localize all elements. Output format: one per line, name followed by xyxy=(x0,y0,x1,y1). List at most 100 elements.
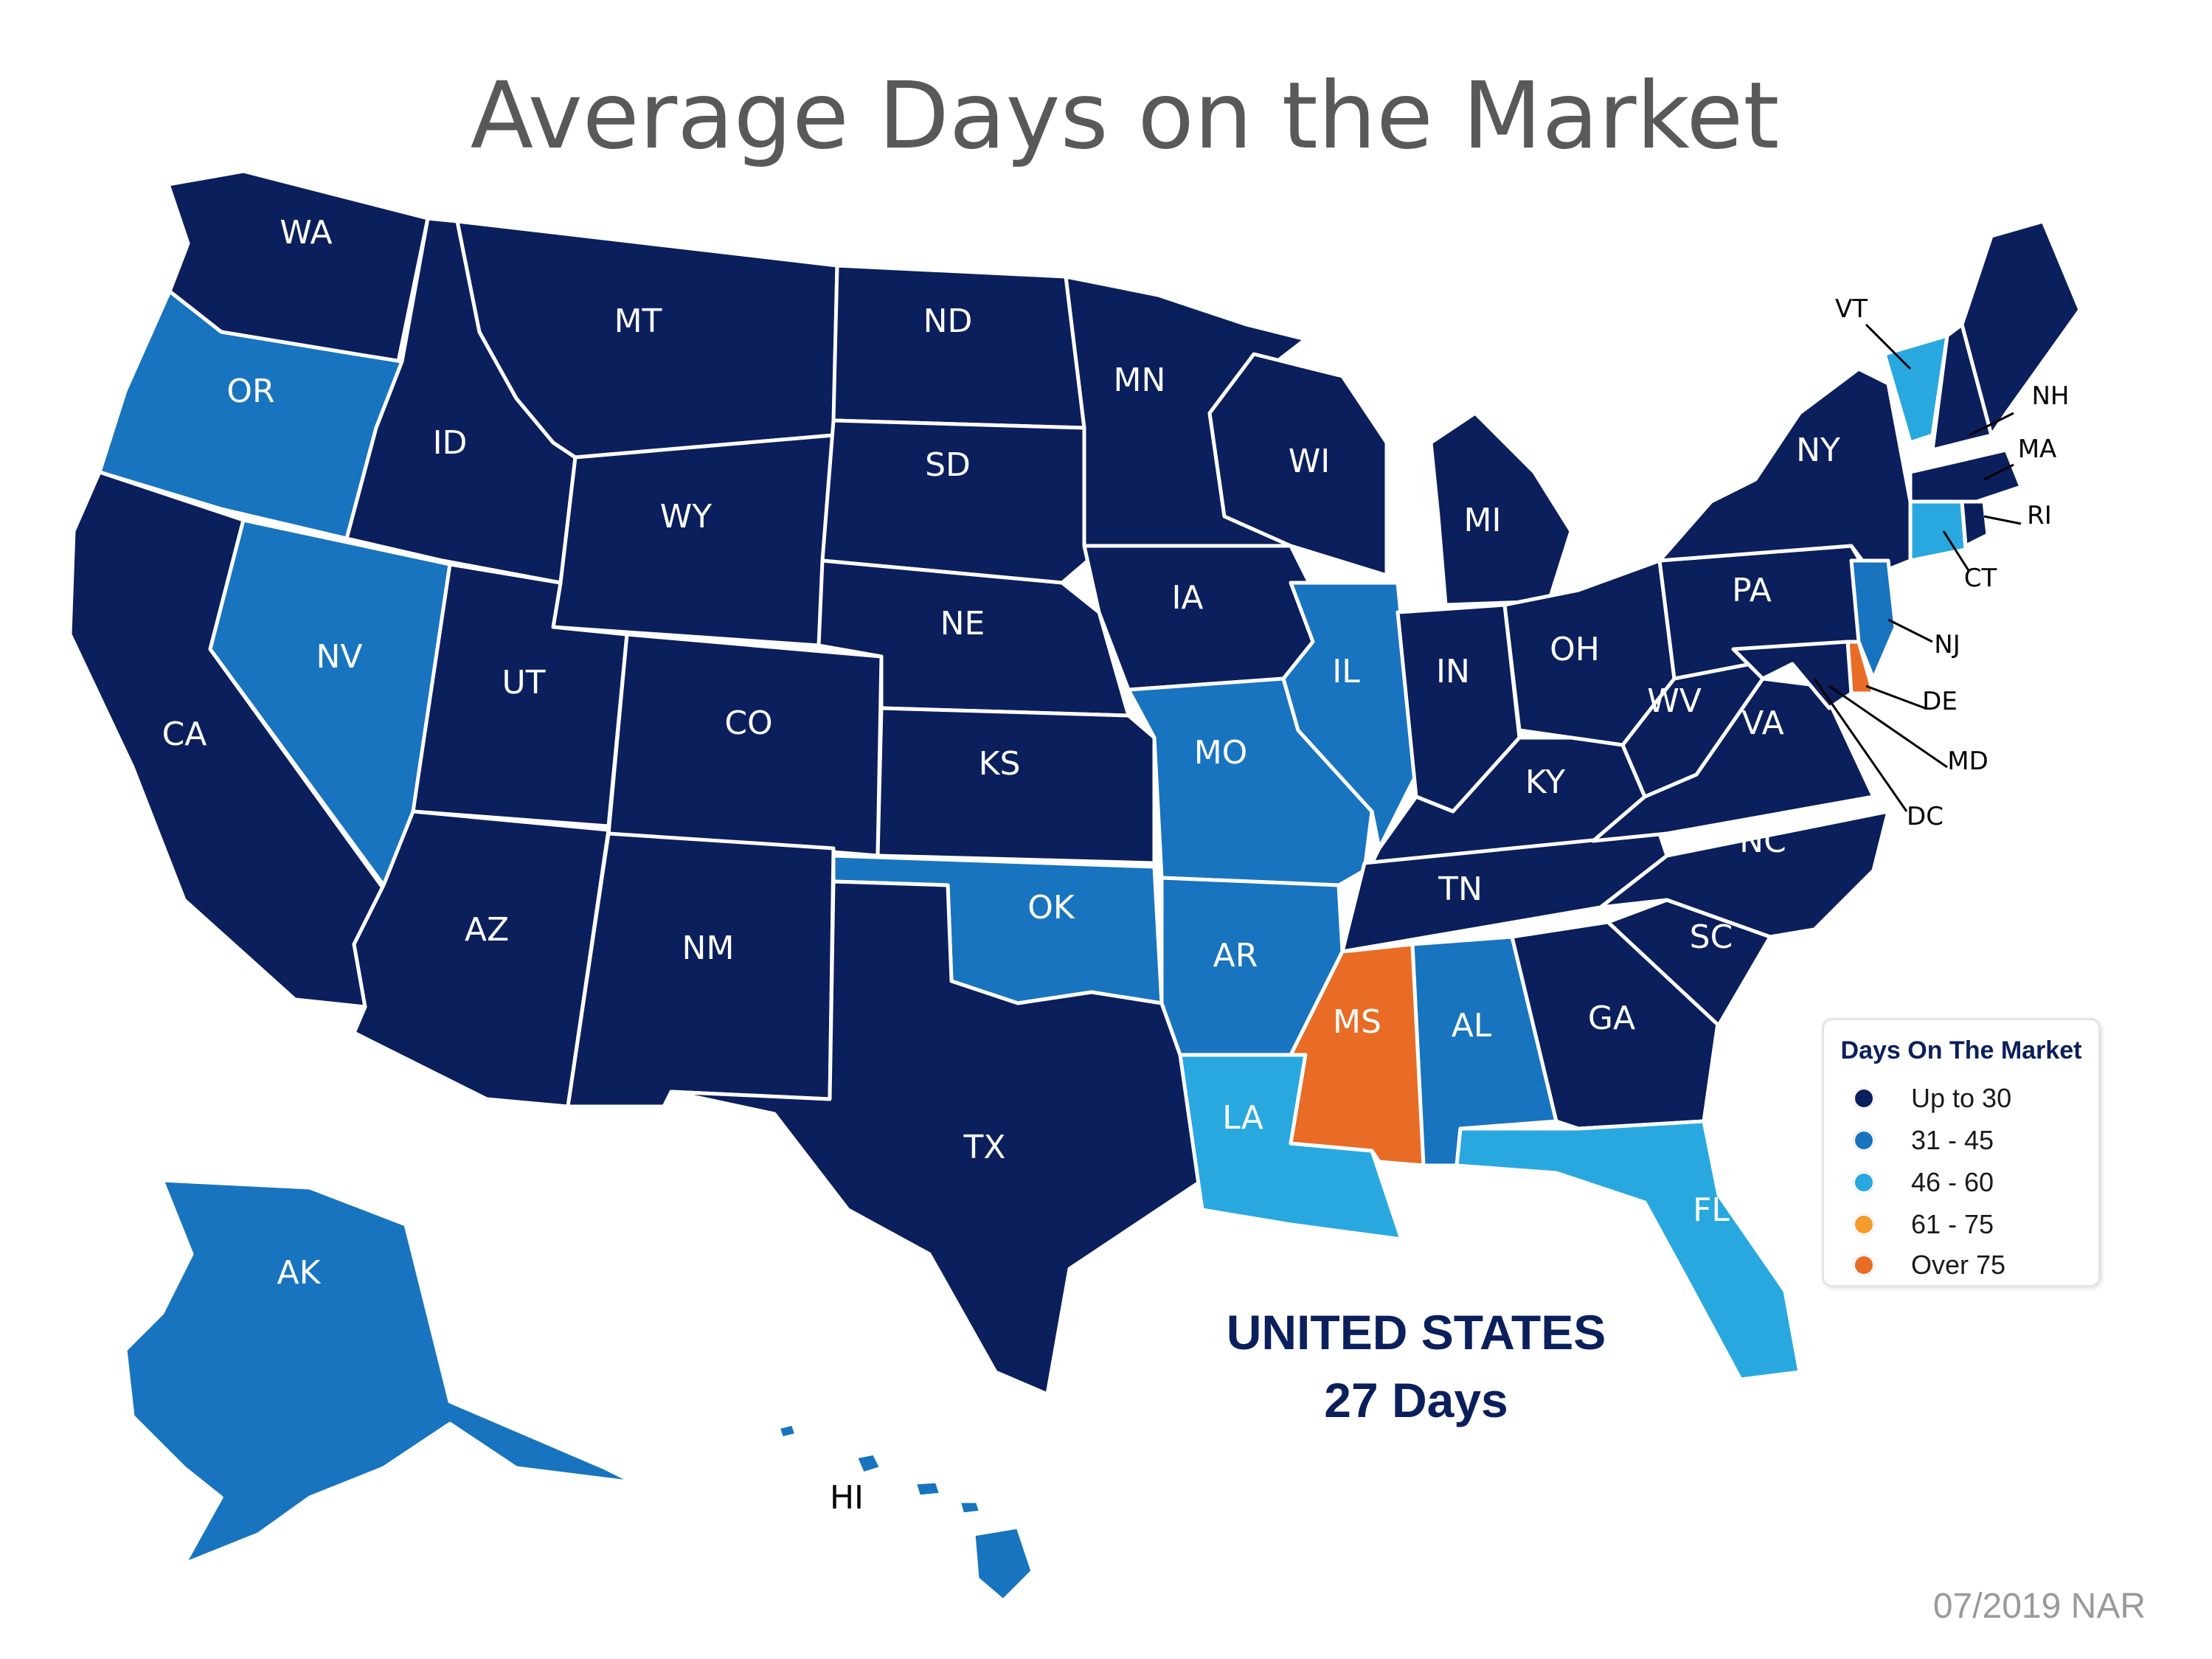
leader-ri xyxy=(1983,515,2022,525)
state-label-wa: WA xyxy=(280,214,332,252)
state-me[interactable] xyxy=(1960,219,2082,437)
state-ia[interactable] xyxy=(1082,544,1315,692)
state-fl[interactable] xyxy=(1455,1119,1802,1382)
state-label-mn: MN xyxy=(1114,361,1166,399)
state-label-wv: WV xyxy=(1647,682,1702,720)
state-label-nc: NC xyxy=(1739,822,1786,860)
state-label-wy: WY xyxy=(660,498,713,536)
state-label-vt: VT xyxy=(1835,294,1868,324)
state-label-il: IL xyxy=(1332,653,1360,690)
legend: Days On The Market Up to 30 31 - 45 46 -… xyxy=(1822,1018,2101,1287)
legend-label: 46 - 60 xyxy=(1911,1167,1994,1197)
state-label-nv: NV xyxy=(316,638,362,676)
summary-region: UNITED STATES xyxy=(1226,1305,1606,1360)
state-label-ak: AK xyxy=(277,1254,322,1292)
state-ny[interactable] xyxy=(1657,367,1913,578)
legend-item: 61 - 75 xyxy=(1854,1205,2090,1244)
legend-item: Up to 30 xyxy=(1854,1079,2090,1118)
state-nd[interactable] xyxy=(831,263,1086,430)
state-label-in: IN xyxy=(1436,653,1470,690)
state-label-ne: NE xyxy=(940,605,985,643)
state-label-ks: KS xyxy=(979,745,1021,783)
legend-item: Over 75 xyxy=(1854,1246,2090,1284)
state-ri[interactable] xyxy=(1960,499,1990,548)
state-label-mi: MI xyxy=(1464,502,1502,539)
state-label-nd: ND xyxy=(923,302,973,340)
state-label-sd: SD xyxy=(925,446,971,484)
state-label-fl: FL xyxy=(1693,1191,1730,1229)
state-labels: WA OR CA ID NV MT WY UT AZ CO NM ND SD NE KS OK TX MN IA MO… xyxy=(162,214,2070,1517)
state-label-ut: UT xyxy=(502,664,545,702)
state-co[interactable] xyxy=(606,632,884,858)
state-nm[interactable] xyxy=(566,831,836,1109)
leader-de xyxy=(1865,685,1926,710)
state-label-ca: CA xyxy=(162,716,207,753)
state-label-ga: GA xyxy=(1588,1000,1635,1037)
state-label-or: OR xyxy=(226,373,274,410)
legend-swatch-up-to-30 xyxy=(1854,1088,1874,1109)
state-label-va: VA xyxy=(1741,704,1783,742)
state-label-wi: WI xyxy=(1289,443,1330,480)
state-sd[interactable] xyxy=(820,418,1090,585)
source-note: 07/2019 NAR xyxy=(1932,1587,2146,1626)
legend-swatch-46-60 xyxy=(1854,1172,1874,1193)
state-nc[interactable] xyxy=(1598,809,1890,939)
state-label-ar: AR xyxy=(1213,937,1258,974)
leader-md xyxy=(1828,685,1948,769)
legend-item: 31 - 45 xyxy=(1854,1121,2090,1160)
state-label-de: DE xyxy=(1922,687,1958,716)
leader-ma xyxy=(1983,463,2014,481)
leader-nj xyxy=(1887,618,1933,643)
legend-label: 61 - 75 xyxy=(1911,1209,1994,1239)
state-label-oh: OH xyxy=(1550,631,1600,668)
state-md[interactable] xyxy=(1731,640,1854,710)
legend-title: Days On The Market xyxy=(1840,1036,2082,1064)
state-tx[interactable] xyxy=(669,879,1204,1396)
state-label-ms: MS xyxy=(1333,1003,1381,1041)
state-ak[interactable] xyxy=(123,1178,637,1566)
state-label-sc: SC xyxy=(1690,918,1733,956)
state-label-id: ID xyxy=(433,424,468,462)
state-label-ia: IA xyxy=(1171,579,1203,617)
state-ma[interactable] xyxy=(1908,448,2023,504)
leader-ct xyxy=(1942,530,1971,572)
state-label-ct: CT xyxy=(1964,564,1997,593)
state-wi[interactable] xyxy=(1207,352,1389,578)
state-label-ny: NY xyxy=(1796,432,1840,469)
state-hi[interactable] xyxy=(776,1421,1035,1603)
state-label-co: CO xyxy=(724,704,772,742)
state-ks[interactable] xyxy=(876,706,1157,865)
state-mi[interactable] xyxy=(1429,411,1573,607)
state-label-ky: KY xyxy=(1525,763,1565,801)
state-label-ma: MA xyxy=(2018,434,2057,464)
legend-swatch-61-75 xyxy=(1854,1214,1874,1235)
state-label-al: AL xyxy=(1452,1007,1492,1045)
legend-label: Up to 30 xyxy=(1911,1083,2012,1113)
map-title: Average Days on the Market xyxy=(470,63,1780,170)
state-shapes xyxy=(68,169,2082,1603)
state-label-ri: RI xyxy=(2027,501,2052,530)
legend-label: 31 - 45 xyxy=(1911,1125,1994,1155)
leader-nh xyxy=(1969,412,2014,437)
legend-swatch-over-75 xyxy=(1854,1255,1874,1275)
state-label-nh: NH xyxy=(2032,381,2070,411)
state-label-mt: MT xyxy=(614,302,662,340)
state-label-tx: TX xyxy=(963,1129,1005,1166)
state-label-la: LA xyxy=(1222,1099,1263,1137)
state-label-hi: HI xyxy=(830,1479,864,1517)
state-label-nm: NM xyxy=(682,929,735,967)
legend-item: 46 - 60 xyxy=(1854,1163,2090,1202)
leader-vt xyxy=(1865,323,1912,370)
state-label-mo: MO xyxy=(1194,734,1248,772)
state-wy[interactable] xyxy=(551,433,836,648)
state-label-dc: DC xyxy=(1907,802,1944,831)
summary-value: 27 Days xyxy=(1324,1373,1508,1427)
legend-label: Over 75 xyxy=(1911,1250,2006,1280)
state-label-pa: PA xyxy=(1732,572,1772,609)
state-label-tn: TN xyxy=(1438,870,1483,908)
state-label-ok: OK xyxy=(1027,889,1075,927)
state-vt[interactable] xyxy=(1882,333,1949,445)
state-label-nj: NJ xyxy=(1934,630,1960,659)
state-label-md: MD xyxy=(1947,747,1989,776)
